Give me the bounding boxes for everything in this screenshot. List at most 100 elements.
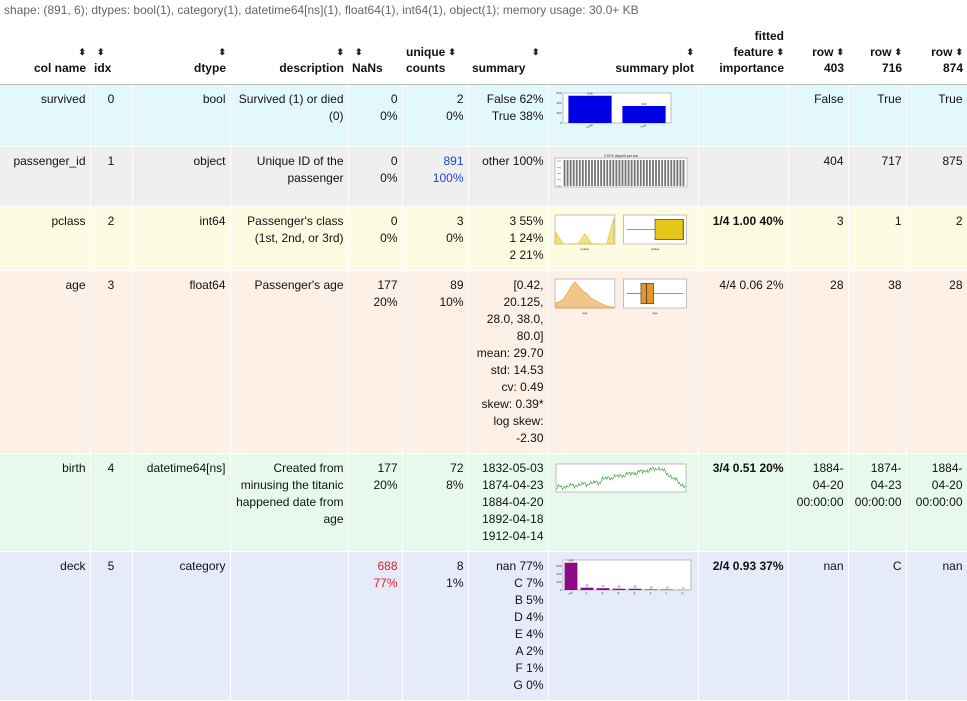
- summary-line: D 4%: [473, 609, 544, 626]
- header-summary-plot[interactable]: ⬍summary plot: [548, 26, 698, 85]
- cell-row-403: False: [788, 85, 848, 147]
- summary-line: G 0%: [473, 677, 544, 694]
- column-name: survived: [41, 92, 86, 106]
- header-row-716[interactable]: row⬍716: [848, 26, 906, 85]
- bar: [673, 160, 675, 186]
- header-summary[interactable]: ⬍summary: [468, 26, 548, 85]
- summary-line: mean: 29.70: [473, 345, 544, 362]
- row-value-line: 1884-: [911, 460, 963, 477]
- sort-icon[interactable]: ⬍: [355, 48, 363, 56]
- header-row716-label-2: 716: [882, 61, 902, 75]
- bar: [655, 160, 657, 186]
- row-value: nan: [942, 559, 962, 573]
- sort-icon[interactable]: ⬍: [955, 48, 963, 56]
- header-row-874[interactable]: row⬍874: [906, 26, 967, 85]
- column-index: 0: [108, 92, 115, 106]
- bar: [642, 160, 644, 186]
- dataframe-shape-info: shape: (891, 6); dtypes: bool(1), catego…: [4, 3, 639, 17]
- bar-value-label: 688: [568, 559, 573, 563]
- cell-idx: 3: [90, 271, 132, 454]
- cell-idx: 5: [90, 552, 132, 701]
- sort-icon[interactable]: ⬍: [97, 48, 105, 56]
- sort-icon[interactable]: ⬍: [776, 48, 784, 56]
- sort-icon[interactable]: ⬍: [894, 48, 902, 56]
- cell-row-874: 875: [906, 147, 967, 207]
- header-col-name[interactable]: ⬍ col name: [0, 26, 90, 85]
- bar: [618, 160, 620, 186]
- description-line: happened date from: [235, 494, 344, 511]
- row-value: 1: [895, 214, 902, 228]
- category-tick-label: nan: [567, 590, 574, 596]
- bar: [578, 160, 580, 186]
- cell-row-716: True: [848, 85, 906, 147]
- header-row-403[interactable]: row⬍403: [788, 26, 848, 85]
- cell-col-name: deck: [0, 552, 90, 701]
- summary-line: cv: 0.49: [473, 379, 544, 396]
- bar: [682, 160, 684, 186]
- cell-row-874: 28: [906, 271, 967, 454]
- description-line: age: [235, 511, 344, 528]
- header-nans[interactable]: ⬍NaNs: [348, 26, 402, 85]
- row-value-line: 1884-: [793, 460, 844, 477]
- summary-line: log skew:: [473, 413, 544, 430]
- sort-icon[interactable]: ⬍: [336, 48, 344, 56]
- bar: [636, 160, 638, 186]
- description-line: Created from: [235, 460, 344, 477]
- header-description[interactable]: ⬍description: [230, 26, 348, 85]
- row-value-line: 00:00:00: [853, 494, 902, 511]
- bar: [676, 160, 678, 186]
- boxplot-x-label: pclass: [650, 247, 659, 251]
- bar-value-label: 33: [617, 585, 621, 589]
- sort-icon[interactable]: ⬍: [836, 48, 844, 56]
- header-idx[interactable]: ⬍idx: [90, 26, 132, 85]
- bar: [667, 160, 669, 186]
- unique-value: 89: [407, 277, 464, 294]
- unique-value: 0%: [407, 230, 464, 247]
- summary-table: ⬍ col name ⬍idx ⬍dtype ⬍description ⬍NaNs…: [0, 26, 967, 701]
- header-row403-label-2: 403: [824, 61, 844, 75]
- y-tick-label: 0: [559, 121, 561, 125]
- cell-summary: False 62%True 38%: [468, 85, 548, 147]
- bar: [568, 96, 611, 123]
- plot-svg: 2.51% clipped per bar: [553, 153, 689, 191]
- cell-fitted-importance: 4/4 0.06 2%: [698, 271, 788, 454]
- sort-icon[interactable]: ⬍: [532, 48, 540, 56]
- bar: [575, 160, 577, 186]
- bar: [633, 160, 635, 186]
- nans-value: 0: [353, 153, 398, 170]
- row-value: 38: [888, 278, 901, 292]
- sort-icon[interactable]: ⬍: [78, 48, 86, 56]
- bar: [588, 160, 590, 186]
- cell-fitted-importance: 1/4 1.00 40%: [698, 207, 788, 271]
- bar-value-label: 342: [641, 102, 646, 106]
- cell-idx: 0: [90, 85, 132, 147]
- header-row874-label-1: row: [931, 45, 952, 59]
- bar: [649, 160, 651, 186]
- bar: [628, 589, 641, 590]
- unique-value: 2: [407, 91, 464, 108]
- cell-description: Passenger's age: [230, 271, 348, 454]
- sort-icon[interactable]: ⬍: [448, 48, 456, 56]
- header-col-name-label: col name: [34, 61, 86, 75]
- unique-value: 8: [407, 558, 464, 575]
- sort-icon[interactable]: ⬍: [218, 48, 226, 56]
- header-dtype[interactable]: ⬍dtype: [132, 26, 230, 85]
- header-unique-counts[interactable]: unique⬍counts: [402, 26, 468, 85]
- bar: [670, 160, 672, 186]
- sort-icon[interactable]: ⬍: [686, 48, 694, 56]
- cell-fitted-importance: [698, 85, 788, 147]
- nans-value: 177: [353, 460, 398, 477]
- cell-row-716: 717: [848, 147, 906, 207]
